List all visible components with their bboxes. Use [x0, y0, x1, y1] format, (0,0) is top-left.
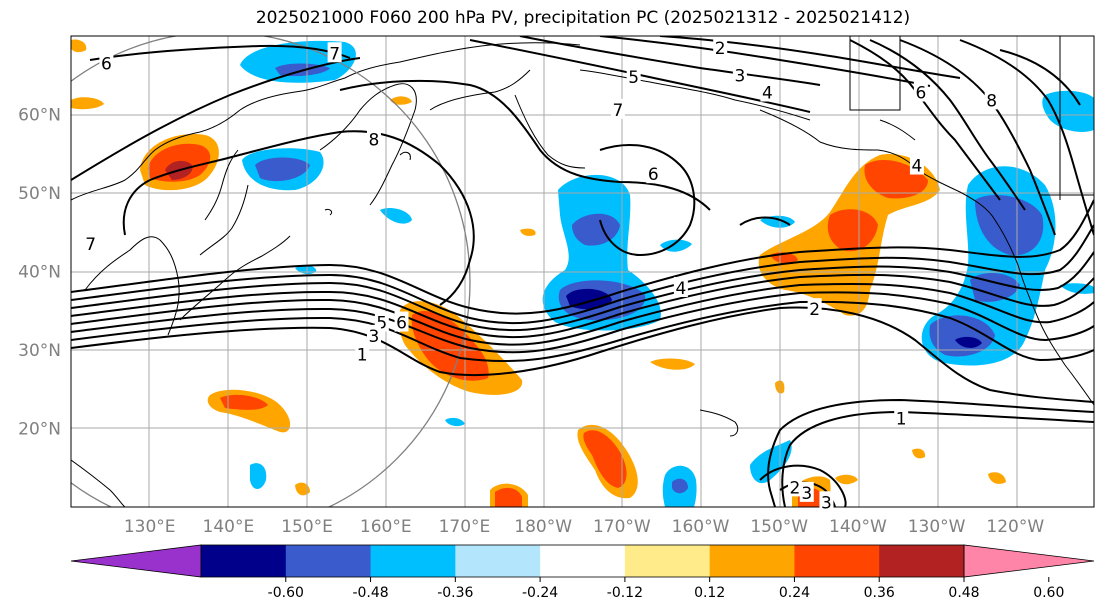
- contour-label: 2: [790, 478, 801, 498]
- longitude-label: 130°W: [908, 517, 966, 537]
- contour-label: 4: [912, 157, 923, 177]
- latitude-label: 50°N: [18, 184, 61, 204]
- contour-label: 5: [376, 314, 387, 334]
- contour-label-background: [760, 81, 775, 102]
- colorbar-segment: [370, 545, 456, 577]
- colorbar-tick-label: 0.36: [864, 585, 895, 601]
- colorbar-tick-label: 0.48: [948, 585, 979, 601]
- contour-label: 3: [801, 484, 812, 504]
- contour-label-background: [787, 476, 802, 497]
- longitude-label: 140°W: [829, 517, 887, 537]
- longitude-label: 170°W: [593, 517, 651, 537]
- contour-label-background: [327, 42, 342, 63]
- colorbar-tick-label: 0.24: [779, 585, 810, 601]
- colorbar-segment: [709, 545, 795, 577]
- latitude-labels: 60°N 50°N 40°N 30°N 20°N: [18, 106, 61, 440]
- colorbar-segment: [624, 545, 711, 577]
- contour-label-background: [83, 233, 98, 254]
- colorbar-segment: [201, 545, 287, 577]
- contour-label-background: [799, 481, 814, 502]
- contour-label: 3: [369, 327, 380, 347]
- reference-circle: [71, 36, 471, 507]
- contour-label: 7: [329, 44, 340, 64]
- colorbar-extension-low: [70, 544, 202, 578]
- longitude-label: 150°E: [281, 517, 333, 537]
- contour-label: 4: [762, 84, 773, 104]
- latitude-label: 30°N: [18, 341, 61, 361]
- colorbar-tick-label: -0.36: [437, 585, 473, 601]
- latitude-label: 20°N: [18, 420, 61, 440]
- contour-label: 7: [85, 235, 96, 255]
- contour-label-background: [819, 491, 834, 512]
- contour-label: 2: [809, 300, 820, 320]
- contour-label-background: [909, 154, 924, 175]
- longitude-label: 160°E: [360, 517, 412, 537]
- contour-label: 6: [915, 84, 926, 104]
- contour-label: 7: [612, 101, 623, 121]
- coastlines: [71, 36, 1094, 507]
- contour-label: 3: [734, 66, 745, 86]
- contour-label: 6: [396, 314, 407, 334]
- longitude-label: 170°E: [439, 517, 491, 537]
- longitude-label: 150°W: [750, 517, 808, 537]
- contour-label-background: [355, 343, 370, 364]
- map-border: [70, 35, 1095, 508]
- pv-contours: [71, 36, 1094, 507]
- colorbar-tick-label: 0.12: [694, 585, 725, 601]
- contour-label-background: [366, 324, 381, 345]
- contour-label-background: [394, 311, 409, 332]
- longitude-labels: 130°E 140°E 150°E 160°E 170°E 180°W 170°W 160°W…: [124, 517, 1045, 537]
- contour-label-background: [673, 276, 688, 297]
- colorbar-tick-label: -0.60: [268, 585, 304, 601]
- latitude-label: 60°N: [18, 106, 61, 126]
- colorbar-tick-label: -0.48: [352, 585, 388, 601]
- colorbar-outline: [200, 544, 965, 578]
- contour-label: 1: [357, 346, 368, 366]
- colorbar-ticks: -0.60 -0.48 -0.36 -0.24 -0.12 0.12 0.24 0.36 0.4…: [268, 577, 1064, 601]
- contour-label: 8: [369, 131, 380, 151]
- precipitation-shading: [71, 39, 1094, 507]
- contour-label-background: [807, 298, 822, 319]
- contour-label: 2: [715, 39, 726, 59]
- longitude-label: 180°W: [514, 517, 572, 537]
- colorbar-segment: [455, 545, 541, 577]
- colorbar-extension-high: [963, 544, 1095, 578]
- contour-label-background: [984, 89, 999, 110]
- contour-label: 1: [896, 409, 907, 429]
- colorbar-segments: [70, 544, 1095, 578]
- contour-label-background: [713, 36, 728, 57]
- contour-label: 3: [821, 493, 832, 513]
- latitude-label: 40°N: [18, 263, 61, 283]
- colorbar-segment: [285, 545, 372, 577]
- contour-label-background: [894, 407, 909, 428]
- colorbar-segment: [540, 545, 626, 577]
- contour-label-background: [646, 163, 661, 184]
- colorbar-tick-label: -0.12: [607, 585, 643, 601]
- contour-label-background: [626, 65, 641, 86]
- contour-label-background: [99, 52, 114, 73]
- contour-label-background: [610, 98, 625, 119]
- contour-label: 8: [986, 91, 997, 111]
- longitude-label: 140°E: [203, 517, 255, 537]
- contour-label: 5: [628, 68, 639, 88]
- colorbar-segment: [794, 545, 880, 577]
- contour-label: 4: [675, 279, 686, 299]
- map-title: 2025021000 F060 200 hPa PV, precipitatio…: [255, 8, 911, 28]
- colorbar-tick-label: 0.60: [1033, 585, 1064, 601]
- colorbar: -0.60 -0.48 -0.36 -0.24 -0.12 0.12 0.24 0.36 0.4…: [70, 544, 1095, 601]
- longitude-label: 120°W: [986, 517, 1044, 537]
- contour-label-background: [732, 64, 747, 85]
- longitude-label: 130°E: [124, 517, 176, 537]
- contour-label-background: [366, 128, 381, 149]
- contour-label-background: [913, 81, 928, 102]
- contour-label: 6: [648, 165, 659, 185]
- contour-label: 6: [101, 54, 112, 74]
- colorbar-segment: [879, 545, 965, 577]
- colorbar-tick-label: -0.24: [522, 585, 558, 601]
- longitude-label: 160°W: [672, 517, 730, 537]
